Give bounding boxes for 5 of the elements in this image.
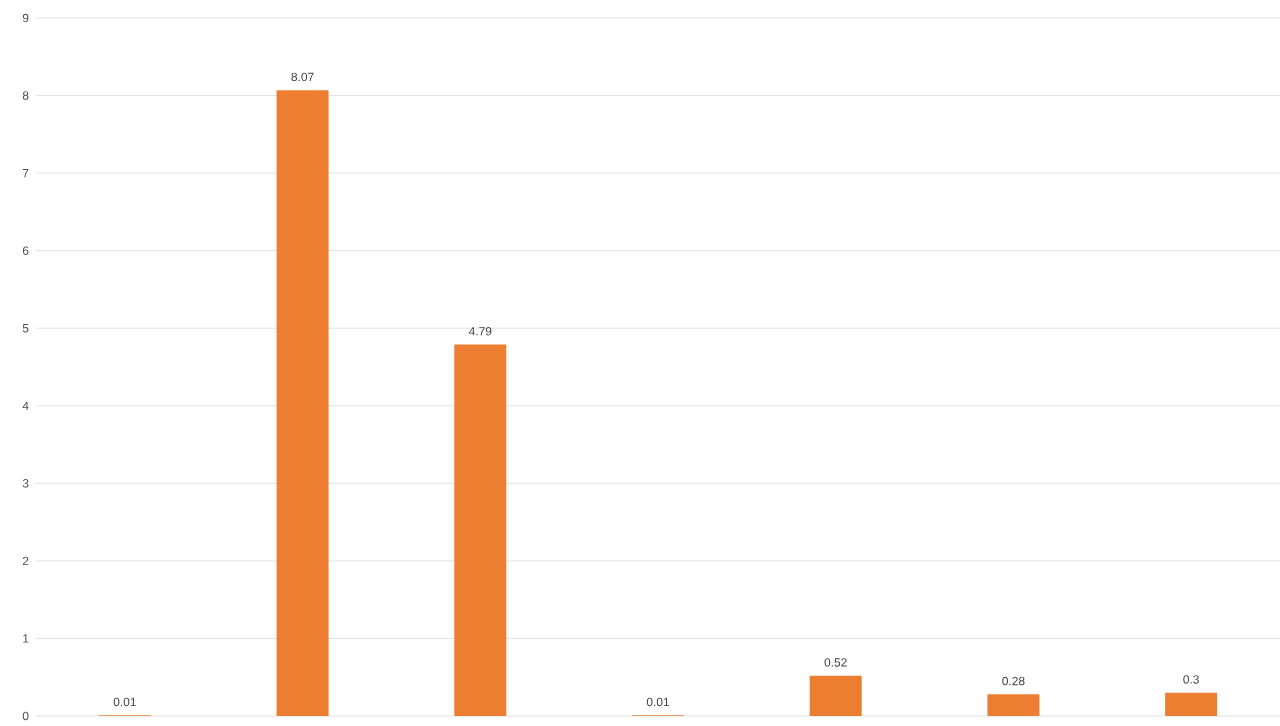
bar (276, 90, 329, 716)
bar (454, 344, 507, 716)
bar (1165, 692, 1218, 716)
bar (987, 694, 1040, 716)
bar (809, 675, 862, 716)
